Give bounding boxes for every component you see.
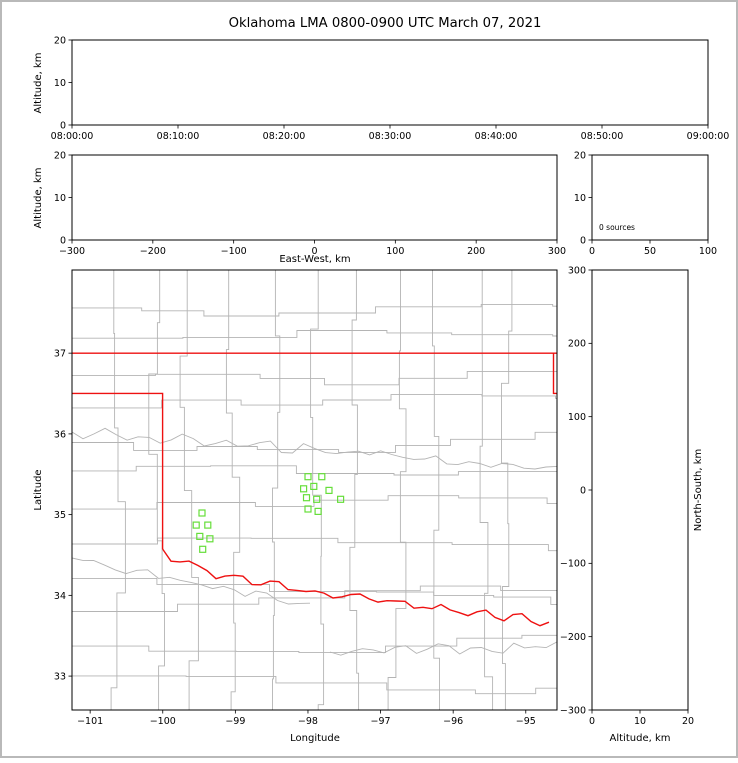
time-height-panel: 08:00:00 08:10:00 08:20:00 08:30:00 08:40:00… — [51, 35, 730, 142]
county-boundaries — [72, 270, 557, 710]
svg-text:08:20:00: 08:20:00 — [263, 131, 306, 142]
svg-text:−300: −300 — [560, 705, 586, 716]
svg-text:10: 10 — [574, 193, 586, 204]
map-xlabel: Longitude — [290, 733, 340, 744]
svg-text:100: 100 — [699, 246, 717, 257]
svg-text:−200: −200 — [140, 246, 166, 257]
plan-view-map-axes: −101 −100 −99 −98 −97 −96 −95 33 34 35 36 37 — [54, 269, 558, 727]
svg-text:0: 0 — [60, 235, 66, 246]
svg-text:−100: −100 — [150, 716, 176, 727]
svg-text:−100: −100 — [560, 559, 586, 570]
svg-text:100: 100 — [386, 246, 404, 257]
time-panel-ylabel: Altitude, km — [33, 53, 44, 114]
svg-text:08:00:00: 08:00:00 — [51, 131, 94, 142]
svg-text:0: 0 — [311, 246, 317, 257]
svg-text:−200: −200 — [560, 632, 586, 643]
svg-text:−96: −96 — [443, 716, 463, 727]
svg-text:100: 100 — [568, 412, 586, 423]
svg-text:300: 300 — [568, 265, 586, 276]
svg-text:0: 0 — [589, 716, 595, 727]
svg-text:10: 10 — [54, 193, 66, 204]
map-ylabel: Latitude — [33, 469, 44, 510]
svg-text:0: 0 — [60, 120, 66, 131]
svg-text:0: 0 — [589, 246, 595, 257]
panels-root: 08:00:00 08:10:00 08:20:00 08:30:00 08:40:00… — [51, 35, 730, 727]
svg-text:20: 20 — [682, 716, 694, 727]
svg-text:−101: −101 — [77, 716, 103, 727]
ew-panel-xlabel: East-West, km — [279, 254, 350, 265]
svg-text:−99: −99 — [225, 716, 245, 727]
ew-height-panel: −300 −200 −100 0 100 200 300 0 10 20 — [54, 150, 566, 257]
plan-view-map-content — [72, 270, 557, 710]
altitude-histogram-panel: 0 50 100 0 10 20 — [574, 150, 717, 257]
figure-title: Oklahoma LMA 0800-0900 UTC March 07, 202… — [229, 16, 542, 31]
svg-text:−97: −97 — [371, 716, 391, 727]
svg-text:37: 37 — [54, 349, 66, 360]
svg-text:33: 33 — [54, 671, 66, 682]
svg-text:0: 0 — [580, 485, 586, 496]
svg-text:−300: −300 — [59, 246, 85, 257]
svg-text:09:00:00: 09:00:00 — [687, 131, 730, 142]
svg-text:08:10:00: 08:10:00 — [157, 131, 200, 142]
svg-text:08:50:00: 08:50:00 — [581, 131, 624, 142]
svg-text:10: 10 — [54, 78, 66, 89]
svg-text:10: 10 — [634, 716, 646, 727]
ns-panel-xlabel: Altitude, km — [610, 733, 671, 744]
svg-text:0: 0 — [580, 235, 586, 246]
oklahoma-state-border — [72, 352, 557, 627]
svg-text:35: 35 — [54, 510, 66, 521]
svg-text:−95: −95 — [516, 716, 536, 727]
svg-text:200: 200 — [568, 339, 586, 350]
svg-text:34: 34 — [54, 591, 66, 602]
svg-text:300: 300 — [548, 246, 566, 257]
svg-text:08:40:00: 08:40:00 — [475, 131, 518, 142]
svg-text:20: 20 — [574, 150, 586, 161]
lma-station-markers — [192, 473, 345, 553]
ns-panel-ylabel: North-South, km — [693, 449, 704, 532]
svg-text:200: 200 — [467, 246, 485, 257]
ns-height-panel: 0 10 20 −300 −200 −100 0 100 200 300 — [560, 265, 694, 727]
sources-count-annotation: 0 sources — [599, 223, 635, 232]
svg-text:20: 20 — [54, 35, 66, 46]
svg-text:−100: −100 — [221, 246, 247, 257]
svg-text:20: 20 — [54, 150, 66, 161]
svg-text:08:30:00: 08:30:00 — [369, 131, 412, 142]
svg-text:50: 50 — [644, 246, 656, 257]
svg-text:36: 36 — [54, 429, 66, 440]
svg-text:−98: −98 — [298, 716, 318, 727]
ew-panel-ylabel: Altitude, km — [33, 168, 44, 229]
